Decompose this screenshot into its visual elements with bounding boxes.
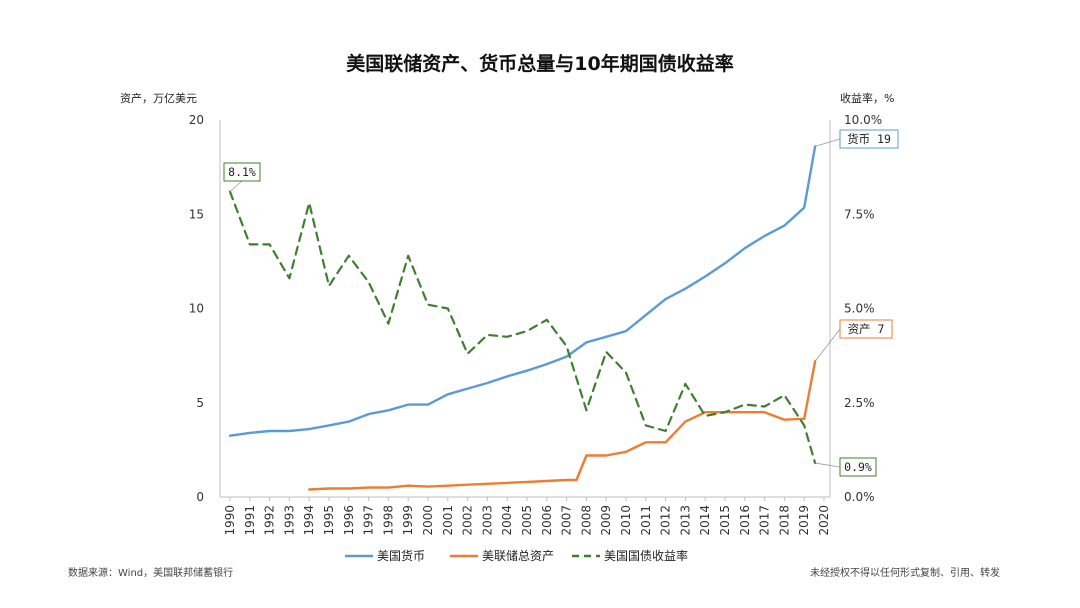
legend: 美国货币 美联储总资产 美国国债收益率	[345, 548, 688, 563]
annotation-leader-line	[814, 328, 841, 362]
annotation-box	[839, 457, 877, 477]
x-axis-tick-label: 2002	[461, 505, 475, 536]
x-axis-tick-label: 2006	[540, 505, 554, 536]
x-axis-tick-label: 2020	[817, 505, 831, 536]
annotation-label: 8.1%	[228, 165, 256, 179]
series-line-0	[228, 145, 817, 437]
series-line-2	[228, 190, 817, 465]
left-axis-tick-label: 5	[196, 396, 204, 410]
x-axis-tick-label: 2017	[758, 505, 772, 536]
x-axis-tick-label: 1994	[302, 505, 316, 536]
annotation-callout: 8.1%	[223, 162, 261, 192]
x-axis-tick-label: 1999	[401, 505, 415, 536]
left-axis-unit-label: 资产，万亿美元	[120, 91, 197, 105]
annotation-callout: 资产 7	[814, 319, 893, 362]
x-axis-tick-label: 2011	[639, 505, 653, 536]
annotation-box	[223, 162, 261, 182]
x-axis-tick-label: 2004	[500, 505, 514, 536]
annotation-leader-line	[814, 138, 841, 147]
x-axis-tick-label: 2000	[421, 505, 435, 536]
left-axis-tick-label: 0	[196, 490, 204, 504]
x-axis-tick-label: 1993	[282, 505, 296, 536]
x-axis-tick-label: 1995	[322, 505, 336, 536]
left-axis-tick-label: 10	[189, 302, 204, 316]
x-axis-tick-label: 2001	[441, 505, 455, 536]
right-axis-tick-label: 0.0%	[844, 490, 875, 504]
x-axis-tick-label: 2005	[520, 505, 534, 536]
left-axis-tick-label: 20	[189, 113, 204, 127]
right-axis-tick-label: 7.5%	[844, 207, 875, 221]
right-axis-tick-label: 10.0%	[844, 113, 882, 127]
plot-area: 0 5 10 15 20 0.0% 2.5% 5.0% 7.5% 10.0% 1990 1991 199…	[189, 113, 899, 536]
x-axis-tick-label: 2003	[480, 505, 494, 536]
right-axis-unit-label: 收益率，%	[840, 91, 894, 105]
x-axis-tick-label: 1998	[381, 505, 395, 536]
x-axis-tick-label: 2008	[579, 505, 593, 536]
x-axis-tick-label: 2014	[698, 505, 712, 536]
x-axis-tick-label: 1991	[243, 505, 257, 536]
chart-title: 美国联储资产、货币总量与10年期国债收益率	[346, 52, 733, 75]
series-line-1	[308, 360, 817, 491]
legend-label-0: 美国货币	[377, 548, 425, 563]
x-axis-tick-label: 2015	[718, 505, 732, 536]
x-axis-tick-label: 2018	[777, 505, 791, 536]
annotation-box	[839, 129, 899, 149]
annotation-label: 货币 19	[847, 132, 891, 146]
source-note: 数据来源：Wind，美国联邦储蓄银行	[68, 566, 233, 579]
x-axis-tick-label: 1990	[223, 505, 237, 536]
x-axis-tick-label: 1997	[362, 505, 376, 536]
annotation-callout: 货币 19	[814, 129, 899, 149]
annotation-callout: 0.9%	[815, 457, 877, 477]
x-axis-tick-label: 1992	[263, 505, 277, 536]
left-axis-tick-label: 15	[189, 207, 204, 221]
annotation-label: 0.9%	[844, 460, 872, 474]
x-axis-tick-label: 1996	[342, 505, 356, 536]
right-axis-tick-label: 2.5%	[844, 396, 875, 410]
annotation-label: 资产 7	[848, 322, 885, 336]
x-axis-tick-label: 2013	[678, 505, 692, 536]
x-axis-tick-label: 2012	[659, 505, 673, 536]
x-axis-tick-label: 2007	[560, 505, 574, 536]
copyright-note: 未经授权不得以任何形式复制、引用、转发	[810, 566, 1000, 579]
x-axis-tick-label: 2009	[599, 505, 613, 536]
annotation-leader-line	[229, 180, 243, 192]
annotation-box	[839, 319, 893, 339]
x-axis-tick-label: 2016	[738, 505, 752, 536]
legend-label-2: 美国国债收益率	[604, 548, 688, 563]
x-axis-tick-label: 2019	[797, 505, 811, 536]
right-axis-tick-label: 5.0%	[844, 302, 875, 316]
x-axis-tick-label: 2010	[619, 505, 633, 536]
legend-label-1: 美联储总资产	[482, 548, 554, 563]
annotation-leader-line	[815, 462, 841, 468]
